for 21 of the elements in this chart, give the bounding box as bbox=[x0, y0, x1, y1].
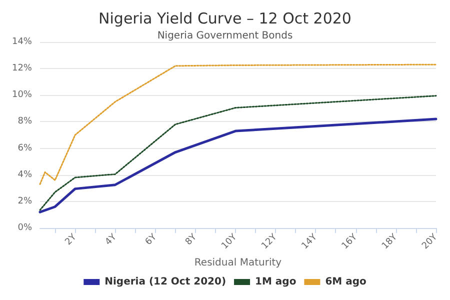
legend-label: 1M ago bbox=[255, 276, 296, 288]
legend-label: 6M ago bbox=[325, 276, 366, 288]
x-tick-label: 6Y bbox=[144, 232, 160, 248]
y-tick-label: 6% bbox=[18, 143, 32, 154]
line-series bbox=[38, 118, 438, 214]
line-series bbox=[39, 95, 437, 211]
chart-title: Nigeria Yield Curve – 12 Oct 2020 bbox=[98, 10, 352, 28]
y-tick-label: 2% bbox=[18, 196, 32, 206]
x-tick-label: 8Y bbox=[184, 232, 200, 248]
x-tick-label: 2Y bbox=[64, 232, 79, 248]
y-tick-label: 8% bbox=[18, 116, 32, 127]
x-tick-label: 4Y bbox=[104, 232, 120, 248]
line-series bbox=[39, 64, 437, 185]
y-tick-label: 4% bbox=[18, 170, 32, 180]
y-tick-label: 14% bbox=[12, 37, 32, 47]
chart-subtitle: Nigeria Government Bonds bbox=[157, 30, 293, 42]
y-tick-label: 12% bbox=[12, 64, 32, 74]
y-tick-label: 0% bbox=[18, 223, 32, 233]
y-tick-label: 10% bbox=[12, 90, 32, 100]
legend-label: Nigeria (12 Oct 2020) bbox=[104, 276, 226, 288]
x-axis-title: Residual Maturity bbox=[194, 258, 282, 269]
